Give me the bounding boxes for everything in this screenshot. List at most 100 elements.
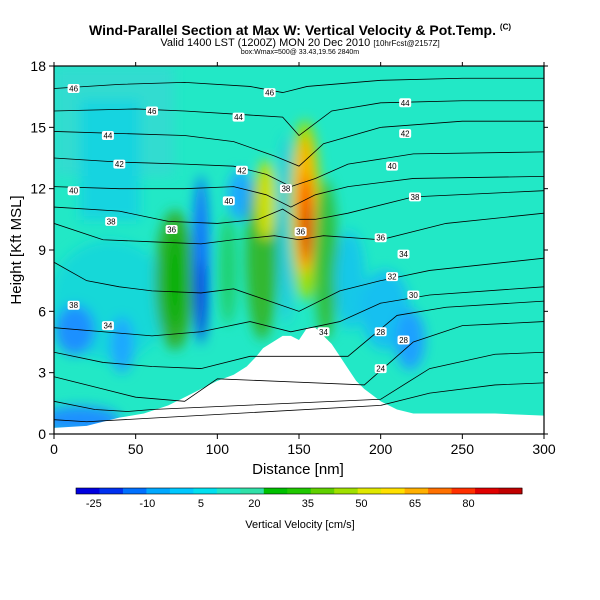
y-tick-label: 3 bbox=[38, 365, 46, 381]
contour-label: 34 bbox=[397, 249, 410, 259]
colorbar-tick-label: 5 bbox=[198, 498, 204, 510]
contour-label: 36 bbox=[165, 225, 178, 235]
colorbar-swatch bbox=[263, 488, 288, 494]
colorbar-swatch bbox=[169, 488, 194, 494]
y-tick-label: 9 bbox=[38, 242, 46, 258]
contour-label: 28 bbox=[374, 327, 387, 337]
y-tick-label: 0 bbox=[38, 426, 46, 442]
colorbar-swatch bbox=[475, 488, 500, 494]
contour-line-32 bbox=[54, 286, 544, 337]
svg-text:24: 24 bbox=[376, 365, 385, 374]
terrain-mask bbox=[54, 327, 544, 434]
colorbar-swatch bbox=[193, 488, 218, 494]
chart-subtitle: Valid 1400 LST (1200Z) MON 20 Dec 2010 [… bbox=[160, 37, 440, 49]
svg-text:40: 40 bbox=[69, 187, 78, 196]
svg-text:44: 44 bbox=[234, 113, 243, 122]
colorbar-swatch bbox=[334, 488, 359, 494]
contour-line-30 bbox=[54, 300, 544, 369]
contour-label: 44 bbox=[101, 131, 114, 141]
y-tick-label: 15 bbox=[30, 119, 46, 135]
colorbar-swatch bbox=[357, 488, 382, 494]
contour-label: 40 bbox=[222, 196, 235, 206]
colorbar-swatch bbox=[99, 488, 124, 494]
contour-label: 30 bbox=[407, 290, 420, 300]
contour-line-28 bbox=[54, 321, 544, 402]
contour-line-26 bbox=[54, 351, 544, 412]
vertical-velocity-field: 46 46 46 44 44 44 42 42 42 40 40 40 38 38 38 36 36 36 34 32… bbox=[54, 66, 544, 434]
svg-text:40: 40 bbox=[388, 162, 397, 171]
colorbar-swatch bbox=[240, 488, 265, 494]
colorbar-swatch bbox=[122, 488, 147, 494]
svg-text:46: 46 bbox=[148, 107, 157, 116]
contour-line-44 bbox=[54, 120, 544, 167]
svg-text:38: 38 bbox=[281, 185, 290, 194]
contour-label: 44 bbox=[399, 98, 412, 108]
svg-text:44: 44 bbox=[103, 132, 112, 141]
contour-label: 36 bbox=[294, 227, 307, 237]
colorbar-tick-label: 35 bbox=[302, 498, 314, 510]
contour-label: 34 bbox=[317, 327, 330, 337]
svg-text:38: 38 bbox=[107, 217, 116, 226]
x-tick-label: 250 bbox=[451, 441, 475, 457]
colorbar-swatch bbox=[287, 488, 312, 494]
contour-line-46 bbox=[54, 100, 544, 137]
contour-label: 42 bbox=[235, 165, 248, 175]
x-tick-label: 50 bbox=[128, 441, 144, 457]
svg-text:40: 40 bbox=[224, 197, 233, 206]
contour-line-36 bbox=[54, 212, 544, 245]
colorbar-swatch bbox=[451, 488, 476, 494]
colorbar-swatch bbox=[216, 488, 241, 494]
box-info: box:Wmax=500@ 33.43,19.56 2840m bbox=[240, 49, 360, 56]
contour-label: 42 bbox=[113, 159, 126, 169]
y-tick-label: 6 bbox=[38, 303, 46, 319]
svg-text:30: 30 bbox=[409, 291, 418, 300]
contour-label: 44 bbox=[232, 112, 245, 122]
colorbar-swatch bbox=[310, 488, 335, 494]
colorbar-tick-label: -25 bbox=[86, 498, 102, 510]
colorbar-ticks: -25 -10 5 20 35 50 65 80 bbox=[86, 498, 475, 510]
x-tick-label: 300 bbox=[532, 441, 556, 457]
contour-label: 46 bbox=[67, 83, 80, 93]
svg-text:42: 42 bbox=[115, 160, 124, 169]
colorbar-label: Vertical Velocity [cm/s] bbox=[245, 519, 354, 531]
contour-label: 24 bbox=[374, 364, 387, 374]
svg-text:46: 46 bbox=[265, 89, 274, 98]
colorbar-swatch bbox=[498, 488, 523, 494]
x-tick-label: 200 bbox=[369, 441, 393, 457]
colorbar-swatch bbox=[404, 488, 429, 494]
svg-text:36: 36 bbox=[296, 228, 305, 237]
contour-label: 38 bbox=[408, 192, 421, 202]
svg-text:32: 32 bbox=[388, 273, 397, 282]
y-tick-label: 18 bbox=[30, 58, 46, 74]
colorbar-tick-label: -10 bbox=[139, 498, 155, 510]
svg-text:28: 28 bbox=[399, 336, 408, 345]
colorbar-swatch bbox=[428, 488, 453, 494]
contour-label: 38 bbox=[105, 216, 118, 226]
y-axis-label: Height [Kft MSL] bbox=[8, 195, 25, 304]
svg-text:28: 28 bbox=[376, 328, 385, 337]
contour-line-40 bbox=[54, 176, 544, 208]
colorbar-swatch bbox=[146, 488, 171, 494]
colorbar-swatch bbox=[76, 488, 100, 494]
svg-text:34: 34 bbox=[399, 250, 408, 259]
svg-text:36: 36 bbox=[167, 226, 176, 235]
contour-label: 32 bbox=[386, 272, 399, 282]
contour-label: 36 bbox=[374, 233, 387, 243]
x-tick-label: 100 bbox=[206, 441, 230, 457]
svg-text:46: 46 bbox=[69, 84, 78, 93]
svg-text:38: 38 bbox=[411, 193, 420, 202]
svg-text:42: 42 bbox=[401, 129, 410, 138]
x-axis-label: Distance [nm] bbox=[252, 461, 344, 478]
contour-label: 38 bbox=[67, 300, 80, 310]
contour-line-24 bbox=[54, 382, 544, 423]
svg-text:34: 34 bbox=[319, 328, 328, 337]
contour-label: 46 bbox=[263, 88, 276, 98]
svg-text:36: 36 bbox=[376, 234, 385, 243]
x-axis-ticks: 0 50 100 150 200 250 300 bbox=[50, 62, 556, 457]
colorbar bbox=[75, 487, 523, 495]
contour-label: 38 bbox=[279, 184, 292, 194]
svg-text:44: 44 bbox=[401, 99, 410, 108]
y-tick-label: 12 bbox=[30, 181, 46, 197]
chart-title: Wind-Parallel Section at Max W: Vertical… bbox=[88, 22, 512, 38]
